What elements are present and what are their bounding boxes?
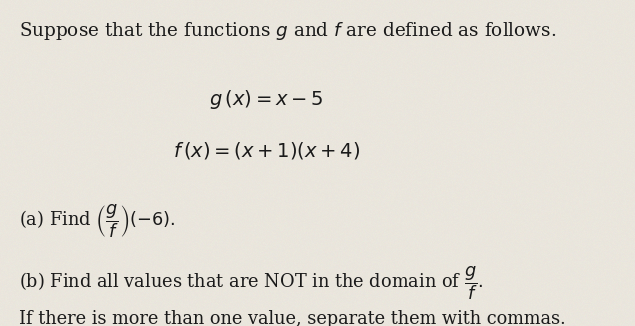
Text: $g\,(x)=x-5$: $g\,(x)=x-5$ bbox=[210, 88, 324, 111]
Text: Suppose that the functions $g$ and $f$ are defined as follows.: Suppose that the functions $g$ and $f$ a… bbox=[19, 20, 556, 41]
Text: (a) Find $\left(\dfrac{g}{f}\right)(-6).$: (a) Find $\left(\dfrac{g}{f}\right)(-6).… bbox=[19, 202, 175, 240]
Text: $f\,(x)=(x+1)(x+4)$: $f\,(x)=(x+1)(x+4)$ bbox=[173, 140, 360, 161]
Text: (b) Find all values that are NOT in the domain of $\dfrac{g}{f}.$: (b) Find all values that are NOT in the … bbox=[19, 264, 483, 302]
Text: If there is more than one value, separate them with commas.: If there is more than one value, separat… bbox=[19, 310, 566, 326]
